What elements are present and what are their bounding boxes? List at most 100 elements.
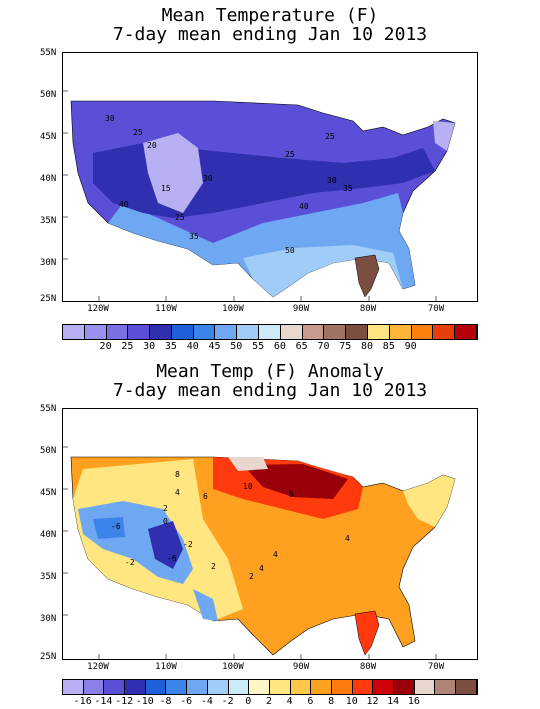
bottom-blue-basin-fill bbox=[93, 517, 125, 539]
bottom-colorbar-label: 4 bbox=[286, 696, 293, 707]
bottom-anomaly-map: 8 4 10 6 -6 2 0 -2 -6 -2 2 4 6 4 2 4 bbox=[62, 408, 478, 660]
top-lat-label: 40N bbox=[40, 174, 57, 184]
top-lon-label: 70W bbox=[427, 304, 445, 314]
bottom-contour-label: 0 bbox=[163, 517, 168, 526]
top-title-line1: Mean Temperature (F) bbox=[161, 5, 379, 26]
top-contour-label: 30 bbox=[105, 114, 115, 123]
bottom-colorbar-cell bbox=[63, 680, 84, 694]
bottom-contour-label: -6 bbox=[167, 554, 177, 563]
top-colorbar-cell bbox=[128, 325, 151, 339]
bottom-lat-label: 25N bbox=[40, 652, 57, 662]
bottom-contour-label: 2 bbox=[249, 572, 254, 581]
top-contour-label: 25 bbox=[325, 132, 335, 141]
top-colorbar-cell bbox=[389, 325, 412, 339]
bottom-colorbar-cell bbox=[104, 680, 126, 694]
bottom-colorbar-cell bbox=[207, 680, 229, 694]
top-lat-label: 55N bbox=[40, 48, 57, 58]
bottom-colorbar-label: 12 bbox=[366, 696, 379, 707]
top-lat-label: 50N bbox=[40, 90, 57, 100]
bottom-colorbar-cell bbox=[331, 680, 353, 694]
top-colorbar-cell bbox=[63, 325, 85, 339]
bottom-colorbar-cell bbox=[373, 680, 394, 694]
bottom-colorbar-cell bbox=[83, 680, 105, 694]
top-lat-label: 30N bbox=[40, 258, 57, 268]
bottom-colorbar-label: 0 bbox=[245, 696, 252, 707]
bottom-colorbar-cell bbox=[352, 680, 374, 694]
bottom-florida-fill bbox=[354, 610, 380, 656]
bottom-pink-fill bbox=[228, 457, 268, 471]
bottom-darkred-fill bbox=[243, 464, 348, 499]
bottom-colorbar-label: -14 bbox=[94, 696, 113, 707]
bottom-lat-label: 35N bbox=[40, 572, 57, 582]
bottom-colorbar-label: -12 bbox=[115, 696, 134, 707]
top-colorbar-cell bbox=[150, 325, 172, 339]
top-title-line2: 7-day mean ending Jan 10 2013 bbox=[112, 24, 428, 45]
bottom-colorbar-cell bbox=[414, 680, 436, 694]
top-lon-label: 90W bbox=[292, 304, 310, 314]
top-colorbar-label: 80 bbox=[361, 341, 374, 352]
top-colorbar-label: 75 bbox=[339, 341, 352, 352]
top-colorbar-cell bbox=[302, 325, 325, 339]
bottom-contour-label: -6 bbox=[111, 522, 121, 531]
bottom-colorbar-cell bbox=[187, 680, 208, 694]
bottom-contour-label: 4 bbox=[175, 488, 180, 497]
top-colorbar-label: 60 bbox=[273, 341, 286, 352]
bottom-colorbar-label: -8 bbox=[159, 696, 172, 707]
top-temperature-map: 30 25 20 15 30 25 40 25 35 25 30 35 40 5… bbox=[62, 52, 478, 302]
bottom-contour-label: -2 bbox=[125, 558, 135, 567]
top-colorbar-cell bbox=[237, 325, 260, 339]
bottom-lat-label: 50N bbox=[40, 446, 57, 456]
bottom-colorbar-label: -2 bbox=[221, 696, 234, 707]
bottom-contour-label: 6 bbox=[203, 492, 208, 501]
bottom-colorbar-cell bbox=[249, 680, 270, 694]
top-lon-label: 110W bbox=[155, 304, 177, 314]
bottom-lon-label: 110W bbox=[155, 662, 177, 672]
bottom-lon-label: 80W bbox=[359, 662, 377, 672]
top-lat-label: 45N bbox=[40, 132, 57, 142]
bottom-contour-label: 4 bbox=[273, 550, 278, 559]
top-rockies-fill bbox=[143, 133, 203, 213]
bottom-title-line2: 7-day mean ending Jan 10 2013 bbox=[112, 380, 428, 401]
bottom-contour-label: 8 bbox=[175, 470, 180, 479]
top-lat-label: 25N bbox=[40, 294, 57, 304]
top-colorbar-label: 45 bbox=[208, 341, 221, 352]
top-colorbar-cell bbox=[171, 325, 194, 339]
bottom-contour-label: 6 bbox=[289, 490, 294, 499]
bottom-colorbar-label: 8 bbox=[328, 696, 335, 707]
top-florida-fill bbox=[354, 254, 380, 298]
top-colorbar-cell bbox=[411, 325, 434, 339]
bottom-lat-label: 55N bbox=[40, 404, 57, 414]
top-colorbar bbox=[62, 324, 478, 340]
top-colorbar-cell bbox=[280, 325, 303, 339]
bottom-lon-label: 70W bbox=[427, 662, 445, 672]
bottom-colorbar-cell bbox=[394, 680, 415, 694]
bottom-colorbar-label: -4 bbox=[200, 696, 213, 707]
top-contour-label: 20 bbox=[147, 141, 157, 150]
top-colorbar-label: 65 bbox=[295, 341, 308, 352]
bottom-lat-label: 40N bbox=[40, 530, 57, 540]
bottom-colorbar-cell bbox=[145, 680, 167, 694]
bottom-colorbar-cell bbox=[166, 680, 188, 694]
top-northeast-fill bbox=[433, 121, 455, 151]
top-colorbar-cell bbox=[346, 325, 368, 339]
bottom-colorbar-label: 2 bbox=[265, 696, 273, 707]
bottom-contour-label: 10 bbox=[243, 482, 253, 491]
top-south-warm-fill bbox=[108, 193, 415, 297]
top-contour-label: 25 bbox=[175, 213, 185, 222]
bottom-colorbar-label: 6 bbox=[307, 696, 314, 707]
bottom-colorbar-label: -16 bbox=[73, 696, 92, 707]
bottom-contour-label: 2 bbox=[211, 562, 216, 571]
top-lon-label: 80W bbox=[359, 304, 377, 314]
bottom-lat-label: 30N bbox=[40, 614, 57, 624]
top-contour-label: 25 bbox=[285, 150, 295, 159]
top-colorbar-label: 85 bbox=[382, 341, 395, 352]
bottom-lat-label: 45N bbox=[40, 488, 57, 498]
bottom-colorbar-label: 14 bbox=[387, 696, 400, 707]
top-colorbar-cell bbox=[433, 325, 456, 339]
bottom-lon-label: 90W bbox=[292, 662, 310, 672]
bottom-colorbar-label: 16 bbox=[407, 696, 420, 707]
top-contour-label: 15 bbox=[161, 184, 171, 193]
top-colorbar-cell bbox=[215, 325, 238, 339]
top-colorbar-label: 35 bbox=[164, 341, 177, 352]
top-colorbar-label: 70 bbox=[317, 341, 330, 352]
